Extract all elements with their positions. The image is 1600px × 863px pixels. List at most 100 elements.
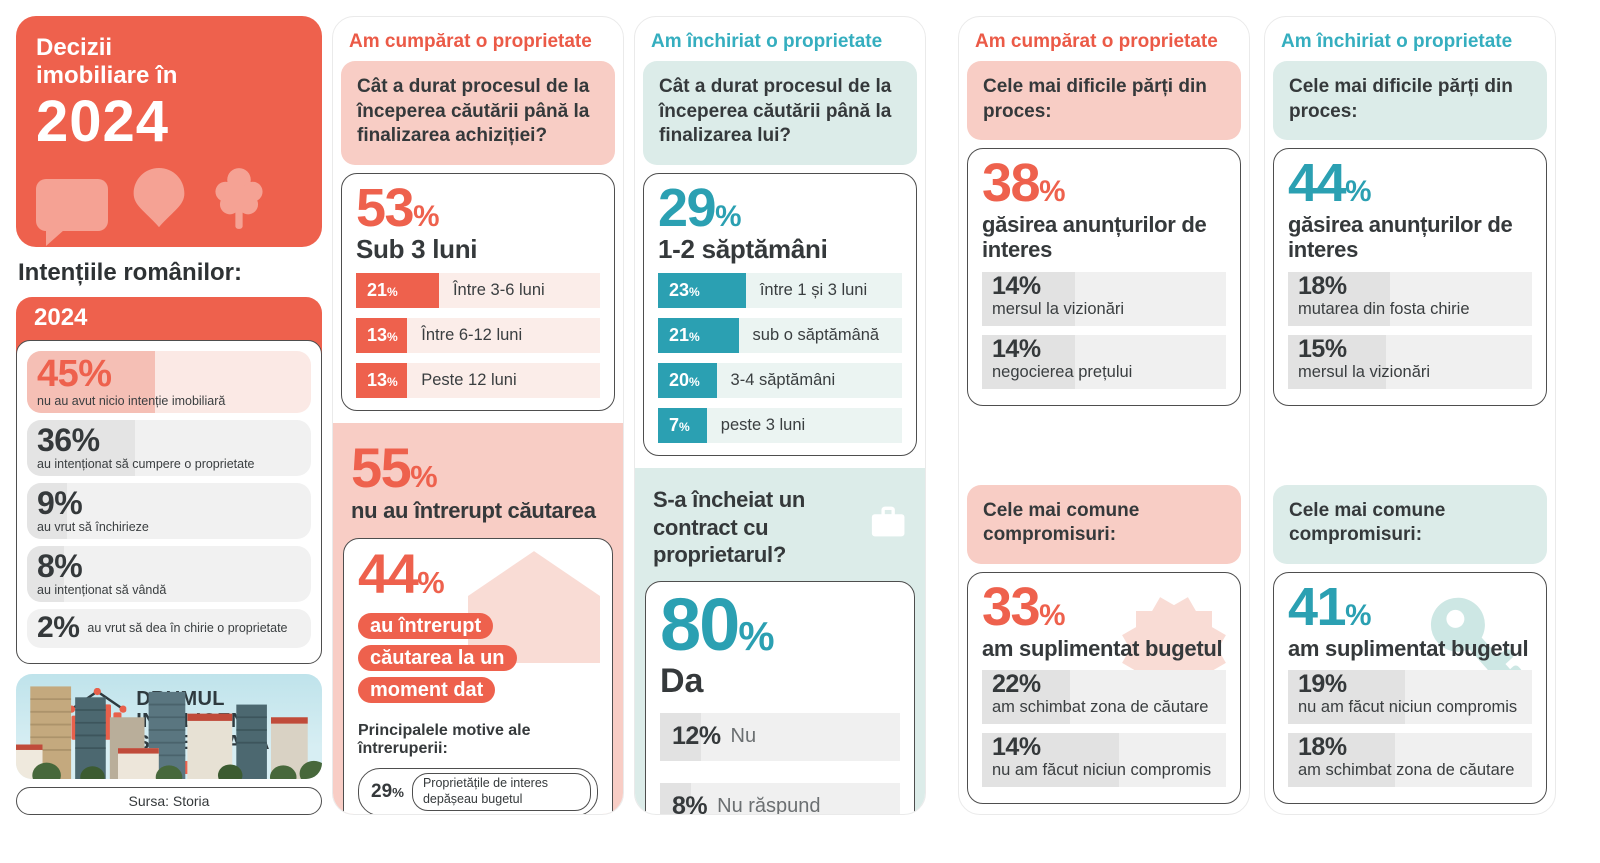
intent-pct: 9%	[37, 484, 83, 521]
row-pct: 14%	[992, 271, 1041, 300]
bar-segment: 21%	[658, 318, 739, 354]
bar-segment: 7%	[658, 408, 707, 444]
question-box: Cât a durat procesul de la începerea cău…	[643, 61, 917, 166]
stat-row: 14% nu am făcut niciun compromis	[982, 733, 1226, 787]
bar-row: 20% 3-4 săptămâni	[658, 363, 902, 399]
compromise-label: am suplimentat bugetul	[1288, 635, 1529, 661]
bar-segment	[27, 482, 67, 539]
bar-segment	[1288, 733, 1396, 787]
row-label: mersul la vizionări	[992, 299, 1125, 318]
bar-segment	[1288, 670, 1406, 724]
bar-segment: 20%	[658, 363, 717, 399]
bar-row: 23% între 1 și 3 luni	[658, 273, 902, 309]
contract-yes-label: Da	[660, 661, 704, 700]
stat-row: 18% mutarea din fosta chirie	[1288, 271, 1532, 326]
city-skyline-image	[16, 686, 322, 779]
intent-row: 9% au vrut să închirieze	[27, 482, 311, 539]
bar-label: Peste 12 luni	[421, 371, 517, 390]
contract-question: S-a încheiat un contract cu proprietarul…	[653, 487, 805, 568]
row-pct: 14%	[992, 733, 1041, 761]
bar-row: 13% Peste 12 luni	[356, 363, 600, 399]
row-label: nu am făcut niciun compromis	[1298, 698, 1518, 716]
intent-label: au vrut să dea în chirie o proprietate	[87, 621, 288, 636]
difficult-value: 44%	[1288, 153, 1372, 214]
title-card: Decizii imobiliare în 2024	[16, 16, 322, 247]
difficult-question-box: Cele mai dificile părți din proces:	[1273, 61, 1547, 141]
bar-segment	[660, 782, 692, 814]
bar-segment	[27, 419, 135, 476]
bar-row: 21% sub o săptămână	[658, 318, 902, 354]
stat-row: 14% mersul la vizionări	[982, 271, 1226, 326]
intent-pct: 36%	[37, 421, 100, 458]
title-line1: Decizii	[36, 34, 113, 61]
difficult-value: 38%	[982, 153, 1066, 214]
intent-label: au intenționat să vândă	[37, 582, 167, 597]
difficult-label: găsirea anunțurilor de interes	[982, 212, 1207, 263]
compromise-value: 41%	[1288, 577, 1372, 638]
panel-buy-duration: Am cumpărat o proprietate Cât a durat pr…	[332, 16, 624, 815]
motive-row: 29% Proprietățile de interes depășeau bu…	[358, 767, 598, 814]
difficult-label: găsirea anunțurilor de interes	[1288, 212, 1513, 263]
motive-pct: 29%	[371, 781, 404, 803]
intro-column: Decizii imobiliare în 2024 Intențiile ro…	[16, 16, 322, 815]
intent-label: nu au avut nicio intenție imobiliară	[37, 393, 226, 408]
interrupted-card: 44% au întrerupt căutarea la un moment d…	[343, 538, 613, 814]
band-stat-value: 55%	[351, 436, 438, 500]
intent-pct: 45%	[37, 352, 112, 395]
contract-card: 80% Da 12% Nu 8% Nu răspund	[645, 580, 915, 814]
compromise-question-box: Cele mai comune compromisuri:	[967, 484, 1241, 565]
motives-title: Principalele motive ale întreruperii:	[358, 721, 531, 757]
panel-buy-experience: Am cumpărat o proprietate Cele mai dific…	[958, 16, 1250, 815]
intent-row: 45% nu au avut nicio intenție imobiliară	[27, 350, 311, 413]
intent-pct: 2%	[37, 610, 80, 644]
row-label: nu am făcut niciun compromis	[992, 761, 1212, 779]
bar-segment: 13%	[356, 363, 408, 399]
band-stat-label: nu au întrerupt căutarea	[351, 498, 596, 524]
contract-yes-value: 80%	[660, 582, 775, 666]
contract-row: 8% Nu răspund	[660, 782, 900, 814]
intent-row: 2% au vrut să dea în chirie o proprietat…	[27, 608, 311, 648]
compromise-label: am suplimentat bugetul	[982, 635, 1223, 661]
panel-rent-experience: Am închiriat o proprietate Cele mai difi…	[1264, 16, 1556, 815]
row-label: mutarea din fosta chirie	[1298, 299, 1470, 318]
infographic-root: Decizii imobiliare în 2024 Intențiile ro…	[0, 0, 1600, 831]
bar-label: peste 3 luni	[720, 416, 806, 435]
motive-label: Proprietățile de interes depășeau bugetu…	[411, 772, 591, 812]
intentions-heading: Intențiile românilor:	[18, 258, 243, 286]
compromise-card: 41% am suplimentat bugetul 19% nu am făc…	[1273, 572, 1547, 804]
bar-row: 13% Între 6-12 luni	[356, 318, 600, 354]
bar-segment: 13%	[356, 318, 408, 354]
bar-segment	[660, 712, 701, 761]
panel-title-rent: Am închiriat o proprietate	[651, 31, 883, 52]
bar-segment	[982, 334, 1075, 389]
question-box: Cât a durat procesul de la începerea cău…	[341, 61, 615, 166]
row-label: negocierea prețului	[992, 362, 1133, 381]
bar-segment	[1288, 271, 1391, 326]
title-year: 2024	[36, 88, 170, 154]
contract-band: S-a încheiat un contract cu proprietarul…	[635, 468, 925, 814]
compromise-value: 33%	[982, 577, 1066, 638]
row-label: Nu	[730, 724, 757, 747]
bar-segment	[1288, 334, 1386, 389]
bar-row: 21% Între 3-6 luni	[356, 273, 600, 309]
row-pct: 18%	[1298, 271, 1347, 300]
source-credit: Sursa: Storia	[16, 787, 322, 815]
panel-rent-duration: Am închiriat o proprietate Cât a durat p…	[634, 16, 926, 815]
stat-row: 14% negocierea prețului	[982, 334, 1226, 389]
interruption-band: 55% nu au întrerupt căutarea 44% au într…	[333, 423, 623, 814]
map-pin-icon	[133, 167, 185, 227]
intent-row: 36% au intenționat să cumpere o propriet…	[27, 419, 311, 476]
bar-row: 7% peste 3 luni	[658, 408, 902, 444]
bar-label: 3-4 săptămâni	[730, 371, 836, 390]
intent-pct: 8%	[37, 547, 83, 584]
bar-segment	[27, 350, 155, 413]
row-pct: 18%	[1298, 733, 1347, 761]
bar-segment	[982, 271, 1075, 326]
title-line2: imobiliare în	[36, 62, 178, 90]
bar-segment	[27, 545, 64, 602]
top-stat-label: Sub 3 luni	[356, 233, 478, 264]
bar-label: între 1 și 3 luni	[759, 281, 868, 300]
top-stat-label: 1-2 săptămâni	[658, 233, 828, 264]
bar-segment	[982, 670, 1070, 724]
contract-row: 12% Nu	[660, 712, 900, 761]
